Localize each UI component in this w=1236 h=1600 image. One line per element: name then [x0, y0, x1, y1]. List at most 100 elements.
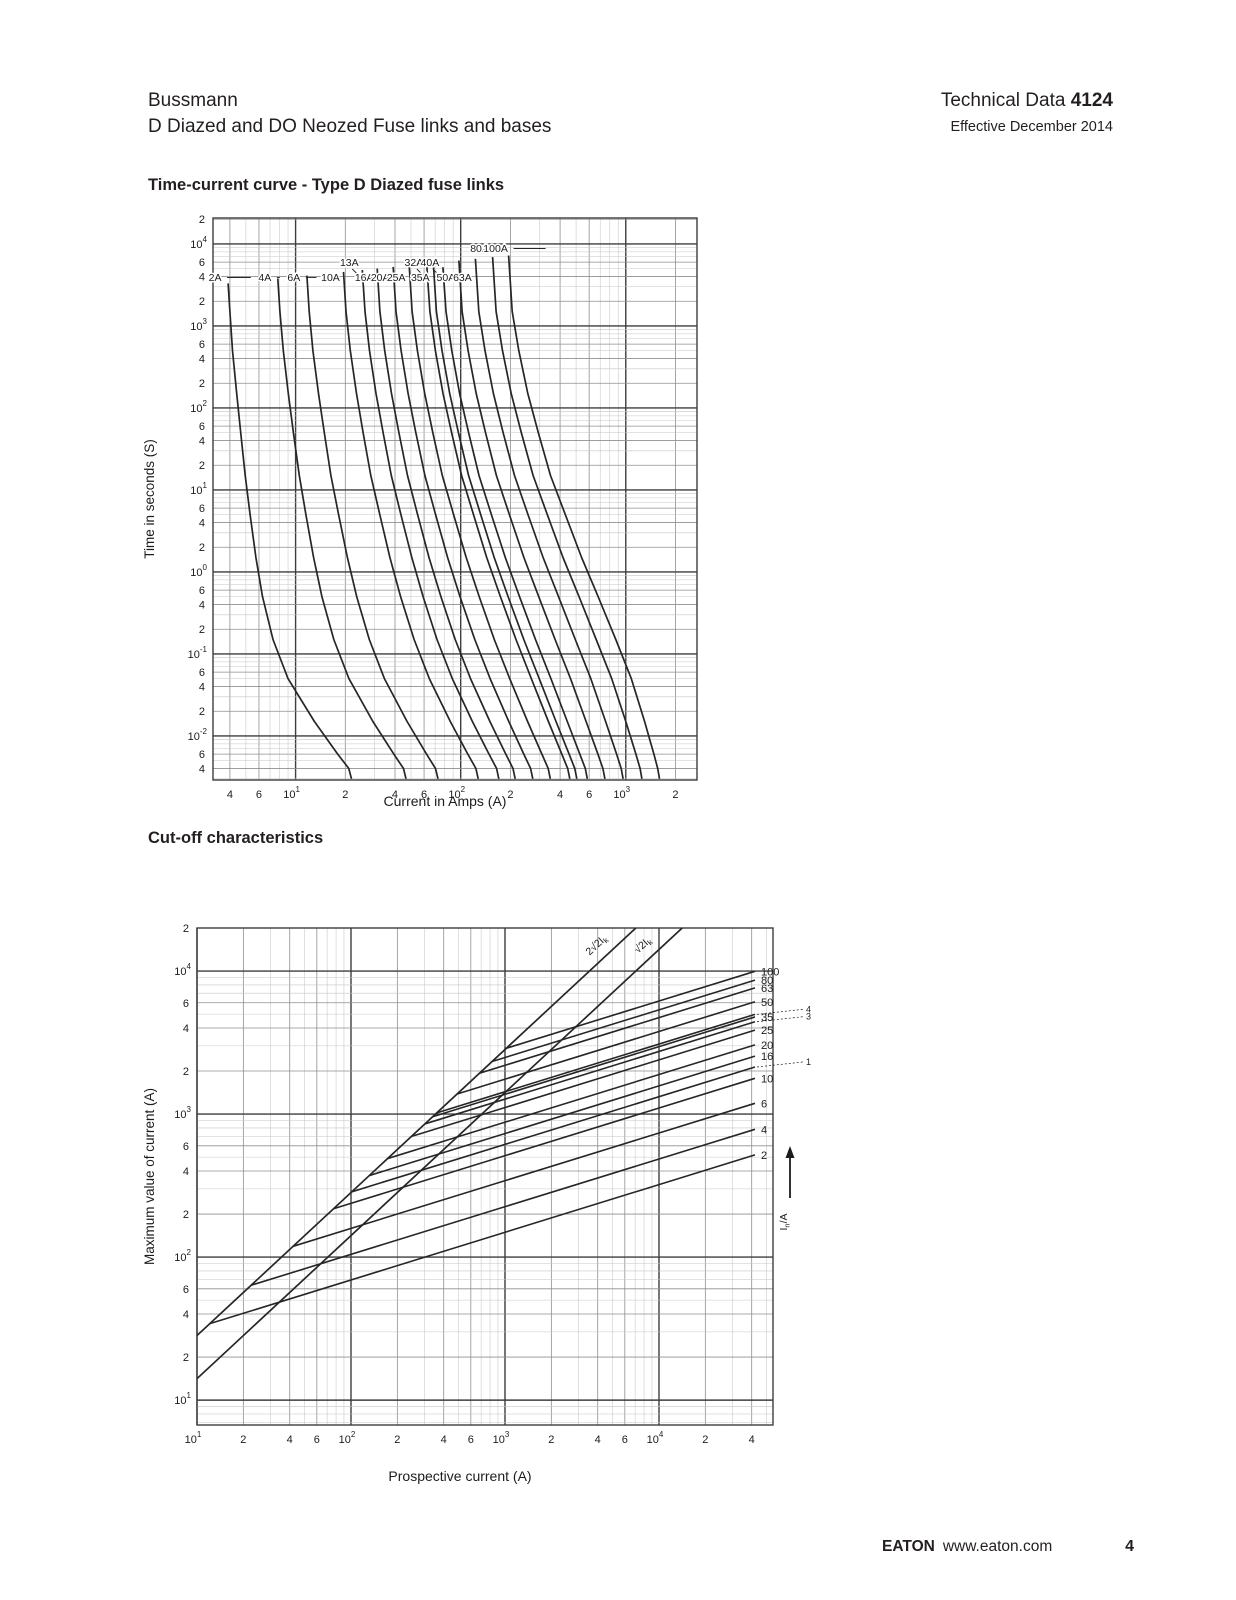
svg-text:4: 4 [183, 1166, 189, 1178]
curve-6A [306, 275, 439, 780]
cutoff-label-16A: 16 [761, 1051, 773, 1063]
curve-25A [408, 265, 552, 779]
svg-text:6: 6 [183, 1141, 189, 1153]
svg-text:102: 102 [339, 1430, 356, 1446]
rating-axis-arrowhead [785, 1146, 795, 1158]
footer-url: www.eaton.com [942, 1538, 1053, 1555]
svg-text:102: 102 [448, 785, 465, 801]
svg-text:4: 4 [183, 1309, 189, 1321]
svg-text:2: 2 [199, 378, 205, 390]
svg-text:101: 101 [283, 785, 300, 801]
svg-text:100: 100 [190, 563, 207, 579]
svg-text:6: 6 [199, 421, 205, 433]
svg-text:4: 4 [199, 600, 205, 612]
svg-text:6: 6 [199, 339, 205, 351]
header-right: Technical Data 4124 Effective December 2… [941, 90, 1113, 135]
svg-text:6: 6 [199, 667, 205, 679]
curve-label-10A: 10A [321, 272, 340, 284]
curve-label-35A: 35A [411, 272, 430, 284]
svg-text:4: 4 [199, 682, 205, 694]
svg-text:6: 6 [183, 1284, 189, 1296]
svg-text:6: 6 [586, 789, 592, 801]
svg-text:4: 4 [441, 1434, 447, 1446]
svg-text:2: 2 [199, 706, 205, 718]
curve-10A [342, 271, 480, 779]
rating-axis-label: In/A [778, 1213, 792, 1230]
cutoff-line-63A [479, 987, 756, 1074]
curve-13A [361, 270, 500, 779]
svg-text:6: 6 [183, 998, 189, 1010]
chart2-yaxis-label: Maximum value of current (A) [142, 1088, 157, 1265]
svg-text:2: 2 [548, 1434, 554, 1446]
svg-text:4: 4 [595, 1434, 601, 1446]
svg-text:2: 2 [507, 789, 513, 801]
cutoff-label-25A: 25 [761, 1025, 773, 1037]
svg-text:4: 4 [199, 764, 205, 776]
svg-text:10-2: 10-2 [188, 727, 208, 743]
curve-label-100A: 100A [483, 243, 508, 255]
svg-text:2: 2 [199, 296, 205, 308]
cutoff-chart: 101 2 4 6 102 2 4 6 103 2 4 6 104 2 410124610224610324… [142, 923, 811, 1484]
curve-35A [432, 262, 578, 779]
svg-text:6: 6 [199, 503, 205, 515]
cutoff-label-63A: 63 [761, 983, 773, 995]
svg-text:101: 101 [174, 1391, 191, 1407]
svg-text:6: 6 [622, 1434, 628, 1446]
svg-text:4: 4 [199, 518, 205, 530]
cutoff-line-80A [491, 979, 756, 1063]
chart1-yaxis-label: Time in seconds (S) [142, 439, 157, 559]
svg-text:2: 2 [183, 1209, 189, 1221]
curve-4A [276, 278, 407, 780]
curve-label-2A: 2A [209, 272, 222, 284]
section-title-cutoff: Cut-off characteristics [148, 829, 324, 847]
svg-text:2: 2 [183, 1352, 189, 1364]
doc-title: Technical Data 4124 [941, 90, 1113, 112]
cutoff-line-50A [456, 1001, 756, 1095]
svg-text:4: 4 [392, 789, 398, 801]
svg-text:2: 2 [394, 1434, 400, 1446]
curve-label-50A: 50A [437, 272, 456, 284]
header-left: Bussmann D Diazed and DO Neozed Fuse lin… [148, 90, 551, 138]
svg-text:4: 4 [199, 354, 205, 366]
svg-text:6: 6 [199, 585, 205, 597]
doc-label: Technical Data [940, 90, 1066, 111]
curve-32A [426, 267, 571, 779]
svg-text:4: 4 [199, 272, 205, 284]
curve-label-20A: 20A [371, 272, 390, 284]
svg-text:4: 4 [557, 789, 563, 801]
cutoff-label-50A: 50 [761, 997, 773, 1009]
svg-text:6: 6 [468, 1434, 474, 1446]
header: Bussmann D Diazed and DO Neozed Fuse lin… [148, 90, 1113, 138]
product-title: D Diazed and DO Neozed Fuse links and ba… [148, 116, 552, 137]
cutoff-line-16A [369, 1055, 756, 1177]
svg-text:104: 104 [647, 1430, 664, 1446]
curve-2A [227, 283, 353, 780]
svg-text:104: 104 [190, 235, 207, 251]
curve-80A [491, 257, 643, 779]
svg-text:2: 2 [199, 542, 205, 554]
curve-label-32A: 32A [405, 257, 424, 269]
svg-text:103: 103 [190, 317, 207, 333]
svg-text:103: 103 [174, 1105, 191, 1121]
svg-text:2: 2 [199, 214, 205, 226]
svg-text:2: 2 [342, 789, 348, 801]
cutoff-label-6A: 6 [761, 1098, 767, 1110]
cutoff-line-32A [424, 1020, 756, 1125]
cutoff-label-4A: 4 [761, 1124, 767, 1136]
curve-label-4A: 4A [258, 272, 271, 284]
svg-text:2: 2 [672, 789, 678, 801]
curve-100A [507, 255, 661, 779]
svg-text:2: 2 [199, 624, 205, 636]
svg-text:101: 101 [190, 481, 207, 497]
curve-20A [392, 266, 534, 779]
svg-text:101: 101 [185, 1430, 202, 1446]
curve-label-40A: 40A [421, 257, 440, 269]
svg-text:2: 2 [240, 1434, 246, 1446]
curve-50A [458, 260, 606, 779]
svg-text:102: 102 [174, 1248, 191, 1264]
effective-date: Effective December 2014 [950, 119, 1113, 135]
reference-line-2sqrt2Ik [197, 928, 637, 1337]
svg-text:4: 4 [749, 1434, 755, 1446]
cutoff-line-10A [333, 1077, 756, 1210]
